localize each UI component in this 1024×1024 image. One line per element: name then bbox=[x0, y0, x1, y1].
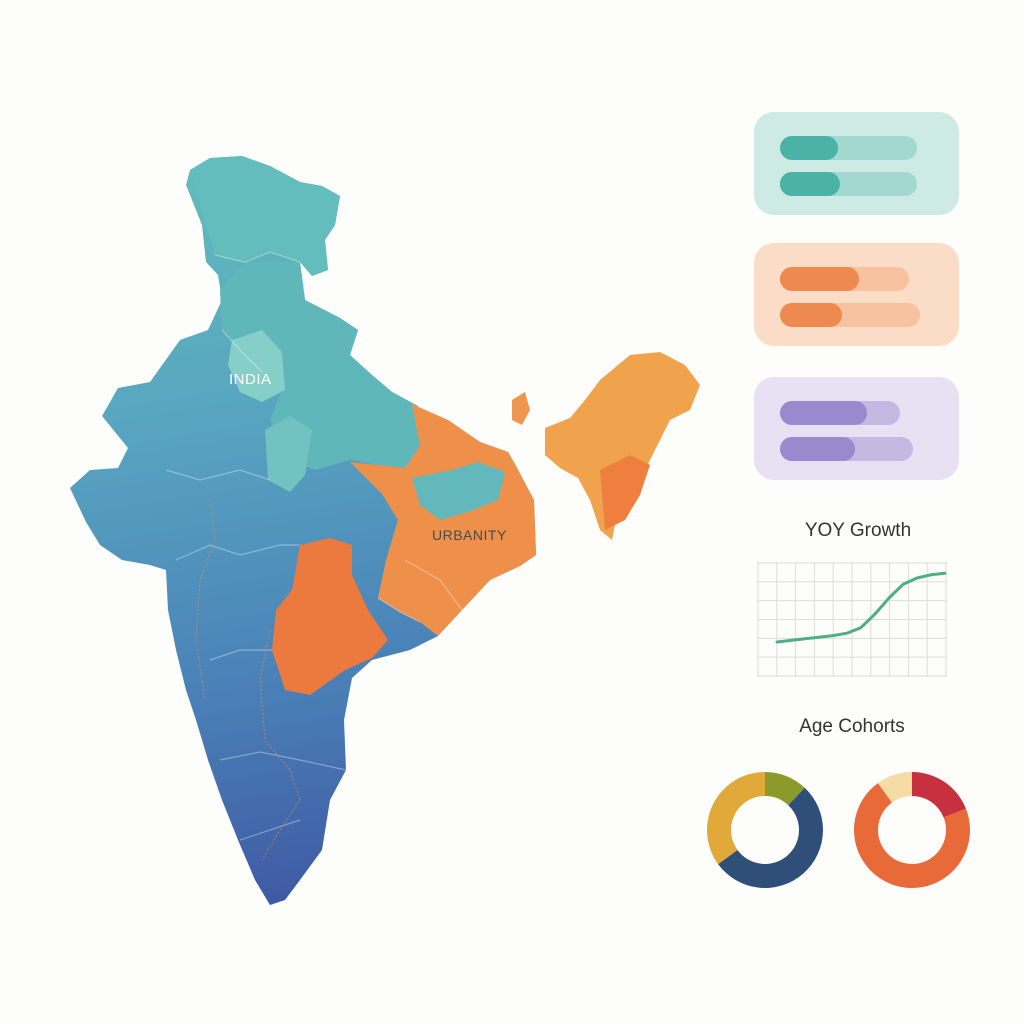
upper-region bbox=[220, 262, 420, 470]
central-teal-region bbox=[265, 416, 312, 492]
age-cohorts-donuts bbox=[707, 772, 970, 888]
bar-fill bbox=[780, 401, 867, 425]
northeast-lower bbox=[600, 455, 650, 530]
bar-panel-orange bbox=[754, 243, 959, 346]
bar-fill bbox=[780, 172, 841, 196]
bar-fill bbox=[780, 136, 839, 160]
bar-panel-teal bbox=[754, 112, 959, 215]
donut-slice bbox=[707, 772, 765, 865]
bar-fill bbox=[780, 267, 859, 291]
bar-fill bbox=[780, 303, 843, 327]
yoy-series-line bbox=[775, 571, 947, 644]
northeast-region bbox=[545, 352, 700, 540]
east-teal-pocket bbox=[412, 462, 505, 520]
india-landmass bbox=[70, 156, 536, 905]
sikkim-region bbox=[512, 392, 530, 425]
map-label-india: INDIA bbox=[229, 371, 272, 388]
donut-slice bbox=[718, 787, 823, 888]
donut-slice bbox=[912, 772, 966, 818]
east-region bbox=[350, 404, 536, 636]
capital-region bbox=[228, 330, 285, 402]
donut-slice bbox=[765, 772, 805, 806]
map-label-urbanity: URBANITY bbox=[432, 527, 507, 543]
north-region bbox=[190, 156, 340, 276]
yoy-growth-title: YOY Growth bbox=[804, 520, 912, 541]
bar-panel-purple bbox=[754, 377, 959, 480]
donut-slice bbox=[854, 783, 970, 888]
age-cohorts-title: Age Cohorts bbox=[799, 716, 905, 737]
yoy-growth-chart bbox=[757, 562, 947, 677]
donut-slice bbox=[877, 772, 912, 803]
bar-fill bbox=[780, 437, 855, 461]
central-orange-region bbox=[272, 538, 388, 695]
